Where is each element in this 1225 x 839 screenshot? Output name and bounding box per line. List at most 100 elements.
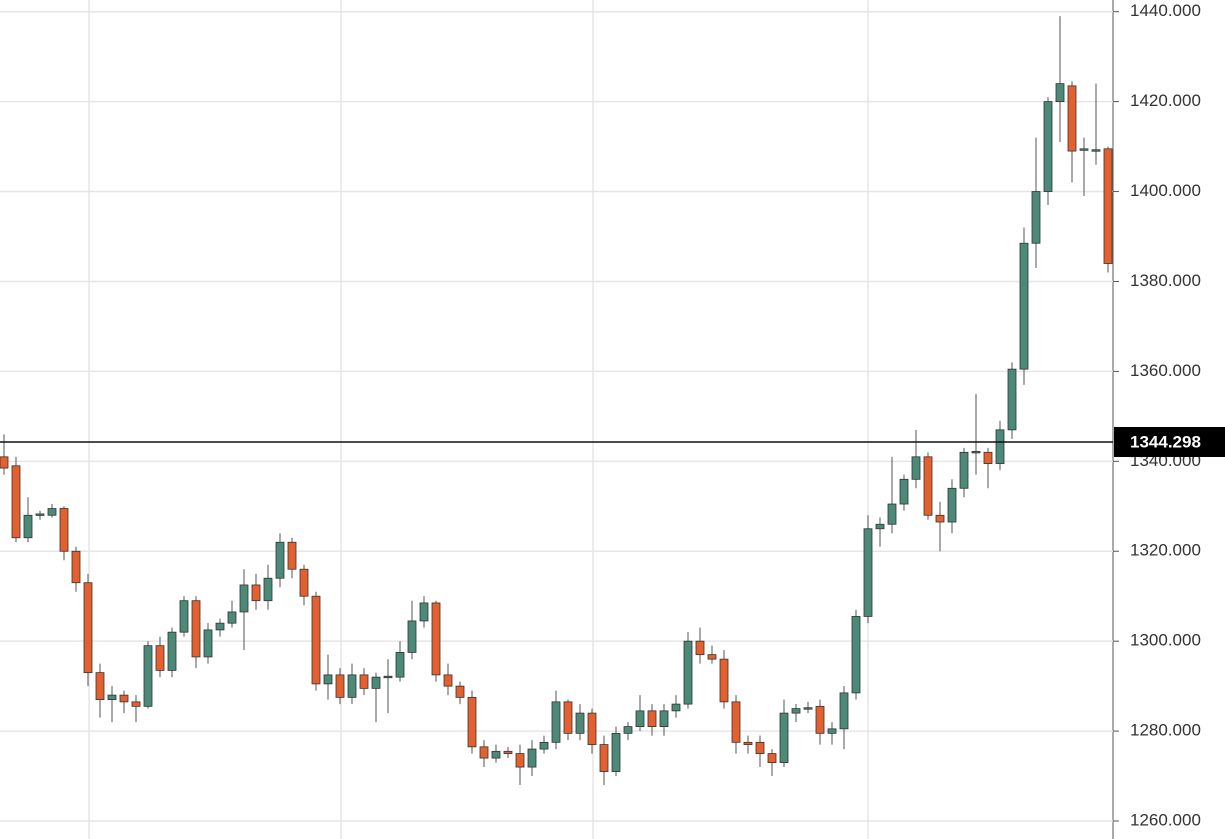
candle-body [59,508,69,552]
candle-body [491,750,501,759]
candle-body [743,741,753,745]
candle-body [407,620,417,653]
candle-body [839,692,849,730]
candle-body [503,750,513,754]
candle-body [467,696,477,748]
candle-body [719,658,729,703]
y-tick-label: 1420.000 [1130,91,1201,110]
candle-body [107,694,117,701]
candle-body [167,631,177,671]
candle-body [995,429,1005,464]
y-tick-label: 1380.000 [1130,271,1201,290]
candle-body [695,640,705,656]
candle-body [707,654,717,660]
candle-body [95,672,105,701]
candle-body [1007,368,1017,431]
candle-body [659,710,669,727]
candle-body [959,451,969,489]
candle-body [215,622,225,631]
candle-body [275,541,285,579]
y-tick-label: 1300.000 [1130,631,1201,650]
candle-body [863,528,873,617]
candle-body [395,652,405,678]
candle-body [1067,85,1077,152]
y-tick-label: 1280.000 [1130,721,1201,740]
candle-body [227,611,237,624]
candle-body [179,600,189,633]
candle-body [143,645,153,707]
candle-body [1055,83,1065,103]
candle-body [515,753,525,768]
candle-body [431,602,441,676]
candle-body [119,694,129,703]
candle-body [575,712,585,734]
candle-body [851,616,861,694]
y-tick-label: 1260.000 [1130,810,1201,829]
candle-body [1031,191,1041,244]
candle-body [527,748,537,768]
candle-body [671,703,681,712]
candle-body [551,701,561,743]
candle-body [347,674,357,698]
candle-body [791,708,801,714]
candle-body [1019,242,1029,370]
candle-body [83,582,93,674]
candle-body [1091,149,1101,152]
candle-body [587,712,597,745]
candle-body [239,584,249,613]
candle-body [323,674,333,685]
candle-body [755,741,765,754]
candle-body [191,600,201,658]
candle-body [371,676,381,689]
candle-body [311,595,321,685]
candle-body [731,701,741,743]
candle-body [131,701,141,707]
y-tick-label: 1440.000 [1130,1,1201,20]
y-tick-label: 1320.000 [1130,541,1201,560]
candle-body [23,514,33,539]
candle-body [875,523,885,530]
candle-body [635,710,645,727]
candle-body [815,705,825,734]
candle-body [563,701,573,734]
candle-body [1079,148,1089,151]
candle-body [911,456,921,480]
candle-body [359,674,369,689]
candle-body [623,726,633,734]
candle-body [767,753,777,763]
candle-body [983,451,993,464]
candle-body [443,674,453,687]
price-label: 1344.298 [1130,432,1201,451]
candle-body [455,685,465,698]
candle-body [263,577,273,602]
candle-body [827,728,837,734]
candle-body [947,487,957,523]
candle-body [899,478,909,505]
candle-body [71,550,81,584]
candle-body [35,513,45,516]
candle-body [47,508,57,516]
candle-body [887,503,897,525]
candle-body [251,584,261,602]
candle-body [971,451,981,454]
vertical-grid [88,0,869,839]
y-tick-label: 1360.000 [1130,361,1201,380]
candle-body [611,732,621,772]
candle-body [935,514,945,523]
candle-body [539,741,549,750]
candle-body [287,541,297,570]
candle-body [803,707,813,710]
candle-body [479,746,489,759]
candle-body [203,629,213,658]
candle-body [683,640,693,705]
candle-body [1103,148,1113,264]
candle-body [299,568,309,597]
candle-body [11,465,21,539]
candle-body [1043,101,1053,192]
candle-body [599,744,609,772]
candle-body [155,645,165,671]
candle-body [419,602,429,622]
candle-body [383,675,393,679]
